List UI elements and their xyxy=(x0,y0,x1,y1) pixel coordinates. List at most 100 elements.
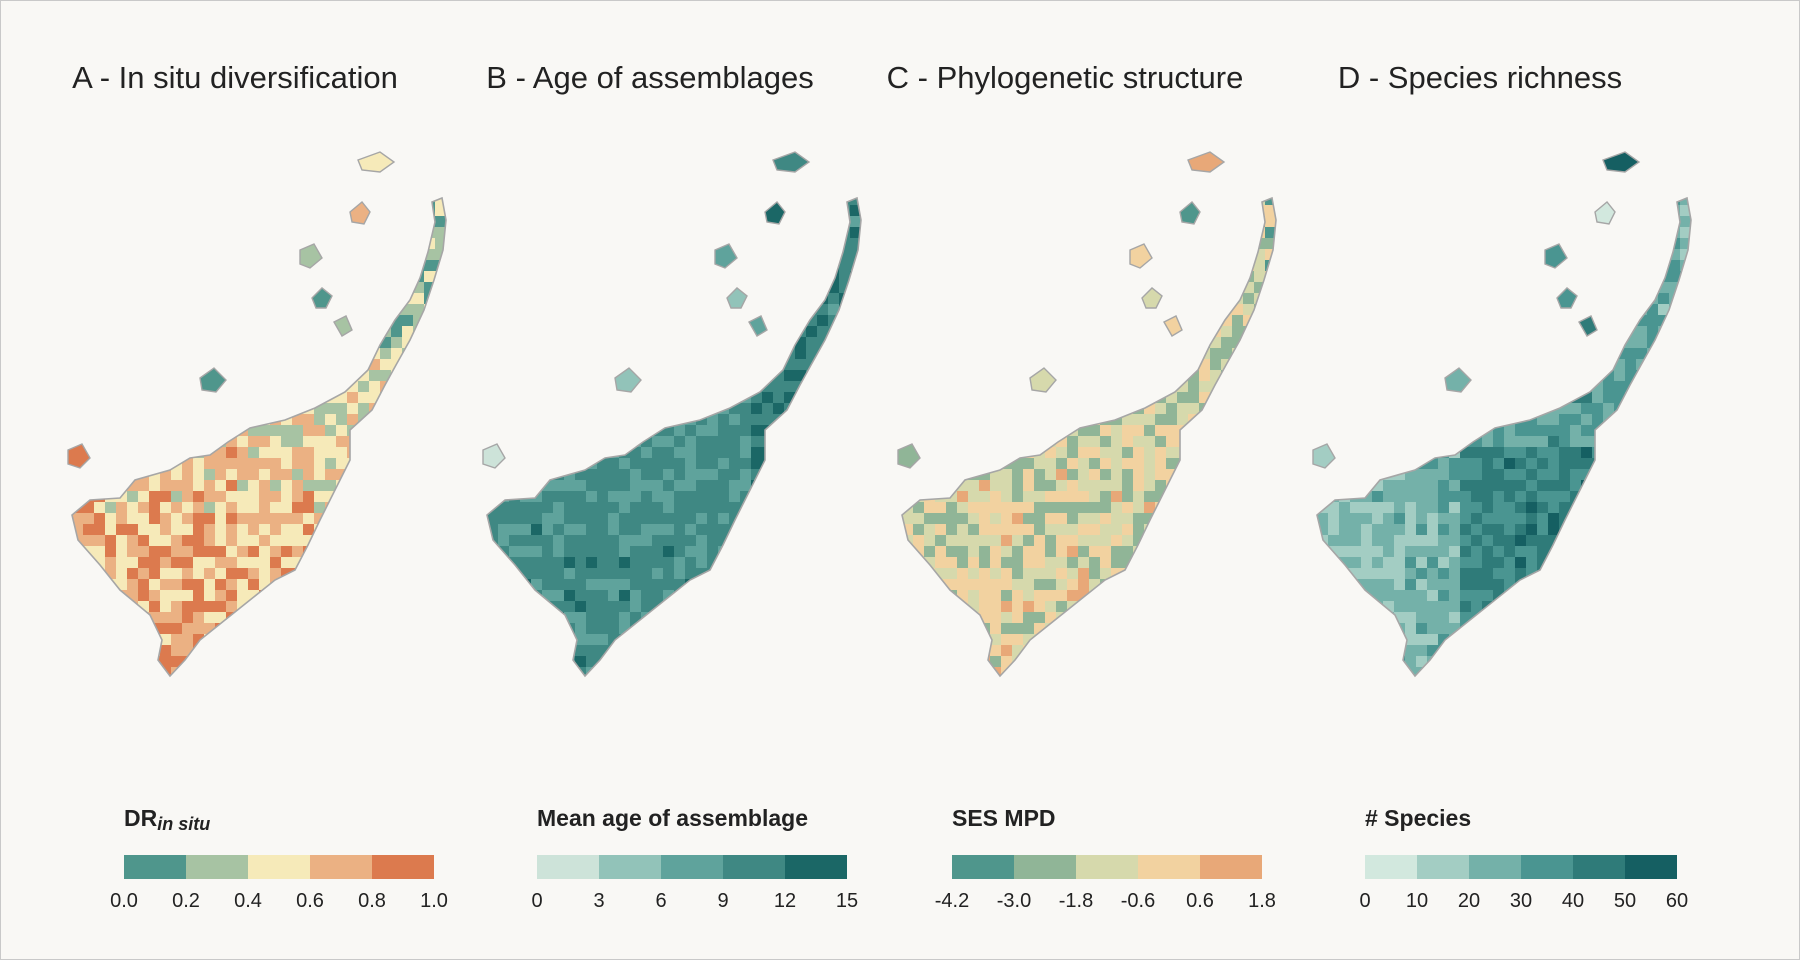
map-cell xyxy=(498,392,510,404)
map-cell xyxy=(1089,513,1101,525)
map-cell xyxy=(248,524,260,536)
map-cell xyxy=(652,348,664,360)
map-cell xyxy=(1045,612,1057,624)
map-cell xyxy=(979,326,991,338)
map-cell xyxy=(784,480,796,492)
map-cell xyxy=(204,304,216,316)
map-cell xyxy=(795,436,807,448)
map-cell xyxy=(608,689,620,701)
map-cell xyxy=(652,502,664,514)
map-cell xyxy=(303,326,315,338)
map-cell xyxy=(1100,260,1112,272)
map-cell xyxy=(270,198,282,206)
map-cell xyxy=(314,491,326,503)
map-cell xyxy=(946,513,958,525)
map-cell xyxy=(94,293,106,305)
map-cell xyxy=(630,645,642,657)
map-cell xyxy=(248,469,260,481)
map-cell xyxy=(935,579,947,591)
map-cell xyxy=(83,172,95,184)
map-cell xyxy=(762,436,774,448)
map-cell xyxy=(520,293,532,305)
map-cell xyxy=(72,216,84,228)
map-cell xyxy=(105,238,117,250)
map-cell xyxy=(520,348,532,360)
map-cell xyxy=(61,172,73,184)
map-cell xyxy=(303,502,315,514)
map-cell xyxy=(487,403,499,415)
island-outline xyxy=(714,243,738,269)
map-cell xyxy=(542,304,554,316)
map-cell xyxy=(380,513,392,525)
map-cell xyxy=(465,359,477,371)
map-cell xyxy=(740,271,752,283)
map-cell xyxy=(751,403,763,415)
map-cell xyxy=(531,205,543,217)
map-cell xyxy=(957,612,969,624)
map-cell xyxy=(50,293,62,305)
map-cell xyxy=(72,568,84,580)
map-cell xyxy=(127,348,139,360)
map-cell xyxy=(226,645,238,657)
map-cell xyxy=(913,667,925,676)
map-cell xyxy=(138,502,150,514)
map-cell xyxy=(1100,150,1112,162)
map-cell xyxy=(424,414,436,426)
map-cell xyxy=(880,304,892,316)
map-cell xyxy=(542,480,554,492)
map-cell xyxy=(1056,359,1068,371)
map-cell xyxy=(424,502,436,514)
map-cell xyxy=(127,458,139,470)
map-cell xyxy=(520,282,532,294)
map-cell xyxy=(259,436,271,448)
map-cell xyxy=(380,238,392,250)
map-cell xyxy=(641,656,653,668)
map-cell xyxy=(924,304,936,316)
map-cell xyxy=(127,645,139,657)
map-cell xyxy=(531,425,543,437)
map-cell xyxy=(990,172,1002,184)
map-cell xyxy=(94,326,106,338)
map-cell xyxy=(902,491,914,503)
map-cell xyxy=(1067,667,1079,676)
map-cell xyxy=(619,227,631,239)
map-cell xyxy=(270,216,282,228)
map-cell xyxy=(402,447,414,459)
map-cell xyxy=(1001,612,1013,624)
map-cell xyxy=(880,458,892,470)
map-cell xyxy=(487,304,499,316)
map-cell xyxy=(138,414,150,426)
map-cell xyxy=(83,260,95,272)
map-cell xyxy=(663,502,675,514)
map-cell xyxy=(182,491,194,503)
map-cell xyxy=(498,513,510,525)
map-cell xyxy=(72,425,84,437)
map-cell xyxy=(729,436,741,448)
map-cell xyxy=(358,667,370,676)
map-cell xyxy=(880,425,892,437)
map-cell xyxy=(424,161,436,173)
map-cell xyxy=(979,568,991,580)
map-cell xyxy=(237,524,249,536)
island-outline xyxy=(748,315,768,337)
map-cell xyxy=(740,403,752,415)
map-cell xyxy=(902,348,914,360)
map-cell xyxy=(248,623,260,635)
map-cell xyxy=(608,304,620,316)
map-cell xyxy=(718,227,730,239)
map-cell xyxy=(336,645,348,657)
map-cell xyxy=(564,568,576,580)
map-cell xyxy=(1100,249,1112,261)
map-cell xyxy=(193,348,205,360)
map-cell xyxy=(336,183,348,195)
map-cell xyxy=(1012,590,1024,602)
map-cell xyxy=(597,480,609,492)
map-cell xyxy=(182,623,194,635)
map-cell xyxy=(935,315,947,327)
map-cell xyxy=(1034,645,1046,657)
map-cell xyxy=(1056,645,1068,657)
map-cell xyxy=(204,315,216,327)
map-cell xyxy=(773,590,785,602)
map-cell xyxy=(718,656,730,668)
map-cell xyxy=(487,524,499,536)
